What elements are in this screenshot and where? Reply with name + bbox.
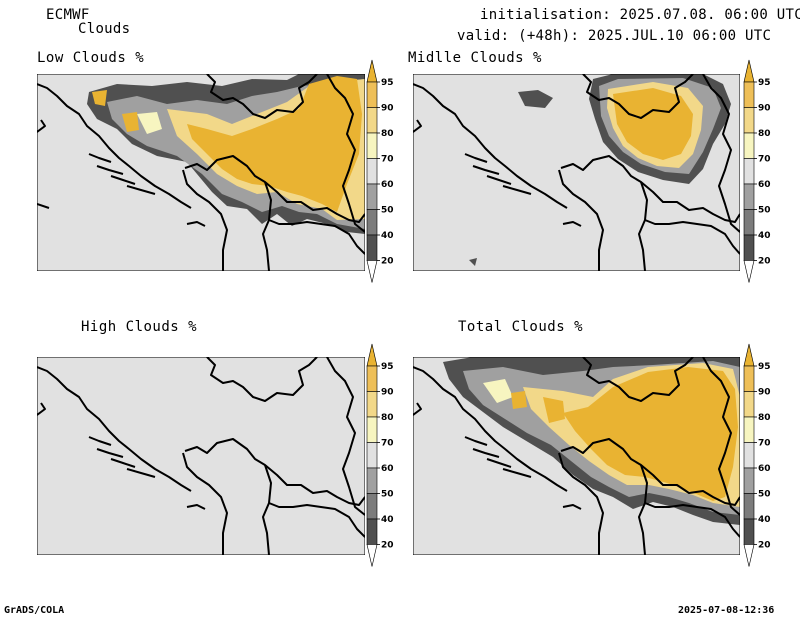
colorbar-total-clouds: 95 90 80 70 60 50 40 20 xyxy=(743,343,771,567)
map-high-clouds xyxy=(37,357,365,555)
colorbar-tick-label: 80 xyxy=(381,413,394,423)
panel-title-total-clouds: Total Clouds % xyxy=(458,319,584,335)
field-label: Clouds xyxy=(78,21,131,37)
cloud-region-above-95 xyxy=(187,76,362,212)
colorbar-band xyxy=(743,442,755,469)
colorbar-arrow-below-20 xyxy=(743,260,755,283)
colorbar-band xyxy=(743,183,755,210)
colorbar-tick-label: 95 xyxy=(381,78,394,88)
colorbar-band xyxy=(366,132,378,159)
colorbar-band xyxy=(366,467,378,494)
colorbar-band xyxy=(366,81,378,108)
colorbar-band xyxy=(743,158,755,185)
colorbar-tick-label: 20 xyxy=(381,541,394,551)
colorbar-tick-label: 60 xyxy=(381,180,394,190)
cloud-region-above-95 xyxy=(563,367,738,501)
cloud-region-above-95 xyxy=(92,90,107,106)
colorbar-arrow-above-95 xyxy=(743,343,755,367)
panel-title-middle-clouds: Midlle Clouds % xyxy=(408,50,542,66)
colorbar-band xyxy=(366,416,378,443)
colorbar-low-clouds: 95 90 80 70 60 50 40 20 xyxy=(366,59,394,283)
colorbar-tick-label: 20 xyxy=(758,541,771,551)
colorbar-tick-label: 40 xyxy=(381,515,394,525)
colorbar-tick-label: 60 xyxy=(758,464,771,474)
colorbar-tick-label: 60 xyxy=(381,464,394,474)
colorbar-tick-label: 40 xyxy=(758,231,771,241)
map-low-clouds xyxy=(37,74,365,271)
cloud-region-above-95 xyxy=(122,112,139,132)
colorbar-tick-label: 90 xyxy=(758,104,771,114)
colorbar-tick-label: 90 xyxy=(381,388,394,398)
colorbar-band xyxy=(366,158,378,185)
colorbar-band xyxy=(743,209,755,236)
map-middle-clouds xyxy=(413,74,740,271)
panel-title-low-clouds: Low Clouds % xyxy=(37,50,145,66)
colorbar-band xyxy=(366,391,378,418)
valid-time-label: valid: (+48h): 2025.JUL.10 06:00 UTC xyxy=(457,28,772,44)
colorbar-tick-label: 90 xyxy=(758,388,771,398)
panel-title-high-clouds: High Clouds % xyxy=(81,319,198,335)
colorbar-tick-label: 20 xyxy=(381,257,394,267)
colorbar-tick-label: 70 xyxy=(381,439,394,449)
colorbar-tick-label: 70 xyxy=(381,155,394,165)
colorbar-high-clouds: 95 90 80 70 60 50 40 20 xyxy=(366,343,394,567)
colorbar-tick-label: 40 xyxy=(381,231,394,241)
model-label: ECMWF xyxy=(46,7,90,23)
cloud-region-20-40 xyxy=(469,258,477,266)
map-background xyxy=(37,357,365,555)
colorbar-tick-label: 90 xyxy=(381,104,394,114)
colorbar-band xyxy=(743,467,755,494)
colorbar-band xyxy=(366,442,378,469)
colorbar-band xyxy=(366,234,378,261)
colorbar-tick-label: 50 xyxy=(758,206,771,216)
colorbar-band xyxy=(743,416,755,443)
colorbar-band xyxy=(366,365,378,392)
footer-software-label: GrADS/COLA xyxy=(4,605,65,616)
colorbar-band xyxy=(366,493,378,520)
colorbar-tick-label: 50 xyxy=(758,490,771,500)
colorbar-tick-label: 80 xyxy=(758,413,771,423)
colorbar-band xyxy=(743,132,755,159)
colorbar-tick-label: 70 xyxy=(758,439,771,449)
colorbar-tick-label: 20 xyxy=(758,257,771,267)
colorbar-band xyxy=(366,518,378,545)
colorbar-band xyxy=(366,209,378,236)
map-total-clouds xyxy=(413,357,740,555)
colorbar-arrow-above-95 xyxy=(743,59,755,83)
colorbar-tick-label: 80 xyxy=(758,129,771,139)
initialisation-label: initialisation: 2025.07.08. 06:00 UTC xyxy=(480,7,800,23)
colorbar-arrow-below-20 xyxy=(743,544,755,567)
cloud-region-20-40 xyxy=(518,90,553,108)
colorbar-band xyxy=(743,234,755,261)
colorbar-band xyxy=(366,183,378,210)
colorbar-arrow-above-95 xyxy=(366,59,378,83)
colorbar-band xyxy=(743,365,755,392)
cloud-region-70-80 xyxy=(137,112,162,134)
cloud-region-above-95 xyxy=(543,397,565,423)
colorbar-tick-label: 95 xyxy=(758,362,771,372)
colorbar-band xyxy=(743,493,755,520)
colorbar-tick-label: 60 xyxy=(758,180,771,190)
colorbar-band xyxy=(366,107,378,134)
cloud-region-70-80 xyxy=(483,379,513,403)
colorbar-band xyxy=(743,391,755,418)
colorbar-arrow-above-95 xyxy=(366,343,378,367)
colorbar-tick-label: 95 xyxy=(381,362,394,372)
colorbar-arrow-below-20 xyxy=(366,260,378,283)
footer-timestamp: 2025-07-08-12:36 xyxy=(678,605,775,616)
colorbar-middle-clouds: 95 90 80 70 60 50 40 20 xyxy=(743,59,771,283)
colorbar-tick-label: 95 xyxy=(758,78,771,88)
colorbar-tick-label: 70 xyxy=(758,155,771,165)
colorbar-arrow-below-20 xyxy=(366,544,378,567)
colorbar-tick-label: 50 xyxy=(381,206,394,216)
colorbar-band xyxy=(743,81,755,108)
cloud-region-above-95 xyxy=(511,391,527,409)
colorbar-band xyxy=(743,107,755,134)
colorbar-tick-label: 50 xyxy=(381,490,394,500)
colorbar-band xyxy=(743,518,755,545)
cloud-region-above-95 xyxy=(613,88,693,160)
colorbar-tick-label: 80 xyxy=(381,129,394,139)
colorbar-tick-label: 40 xyxy=(758,515,771,525)
